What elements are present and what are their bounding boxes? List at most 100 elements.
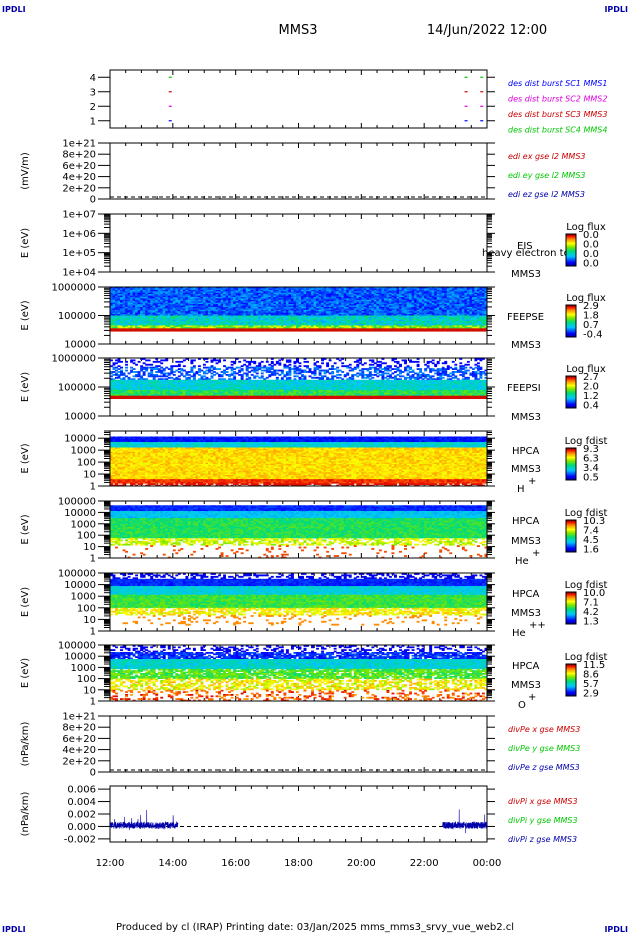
heatmap-cell (361, 322, 365, 325)
heatmap-cell (185, 314, 189, 316)
heatmap-cell (273, 324, 277, 326)
heatmap-cell (376, 288, 380, 291)
heatmap-cell (311, 319, 314, 322)
heatmap-cell (258, 308, 262, 311)
heatmap-cell (200, 312, 204, 315)
heatmap-cell (346, 315, 350, 318)
heatmap-cell (406, 328, 410, 331)
heatmap-cell (233, 322, 237, 325)
heatmap-cell (202, 321, 206, 324)
heatmap-cell (386, 302, 390, 305)
heatmap-cell (348, 292, 352, 295)
heatmap-cell (373, 289, 377, 292)
heatmap-cell (122, 322, 126, 325)
heatmap-cell (130, 326, 134, 329)
heatmap-cell (170, 306, 174, 309)
heatmap-cell (238, 296, 242, 299)
heatmap-cell (323, 322, 327, 325)
heatmap-cell (399, 298, 402, 301)
heatmap-cell (265, 324, 269, 326)
heatmap-cell (220, 291, 224, 294)
heatmap-cell (238, 292, 242, 295)
heatmap-cell (135, 315, 139, 318)
heatmap-cell (295, 289, 299, 292)
colorbar-swatch (566, 247, 576, 249)
heatmap-cell (333, 304, 337, 306)
heatmap-cell (255, 306, 259, 309)
heatmap-cell (394, 316, 397, 319)
heatmap-cell (248, 309, 252, 312)
heatmap-cell (454, 329, 458, 332)
colorbar-swatch (566, 253, 576, 255)
heatmap-cell (336, 298, 340, 301)
heatmap-cell (220, 322, 224, 325)
heatmap-cell (263, 309, 267, 312)
heatmap-cell (404, 298, 407, 301)
heatmap-cell (112, 309, 116, 312)
legend-entry: divPi y gse MMS3 (508, 816, 578, 825)
heatmap-cell (145, 322, 149, 325)
heatmap-cell (283, 329, 287, 332)
heatmap-cell (273, 321, 277, 324)
heatmap-cell (265, 314, 269, 316)
heatmap-cell (278, 325, 282, 328)
heatmap-cell (283, 321, 287, 324)
heatmap-cell (147, 328, 151, 331)
heatmap-cell (185, 292, 189, 295)
heatmap-cell (208, 329, 211, 332)
heatmap-cell (223, 295, 227, 298)
heatmap-cell (182, 312, 186, 315)
heatmap-cell (285, 328, 289, 331)
heatmap-cell (185, 287, 189, 289)
heatmap-cell (383, 324, 387, 326)
heatmap-cell (220, 328, 224, 331)
heatmap-cell (288, 311, 292, 314)
heatmap-cell (378, 291, 382, 294)
heatmap-cell (351, 304, 355, 306)
heatmap-cell (200, 302, 204, 305)
heatmap-cell (230, 295, 234, 298)
heatmap-cell (253, 288, 257, 291)
heatmap-cell (265, 326, 269, 329)
heatmap-cell (172, 289, 176, 292)
heatmap-cell (147, 304, 151, 306)
heatmap-cell (373, 308, 377, 311)
heatmap-cell (396, 329, 400, 332)
heatmap-cell (388, 287, 392, 289)
heatmap-cell (245, 318, 249, 321)
heatmap-cell (240, 291, 244, 294)
heatmap-cell (240, 309, 244, 312)
heatmap-cell (386, 298, 390, 301)
heatmap-cell (125, 301, 128, 304)
colorbar-swatch (566, 238, 576, 240)
heatmap-cell (223, 328, 227, 331)
heatmap-cell (303, 306, 307, 309)
heatmap-cell (371, 304, 375, 306)
heatmap-cell (331, 296, 335, 299)
heatmap-cell (215, 288, 219, 291)
heatmap-cell (328, 291, 332, 294)
heatmap-cell (218, 299, 221, 302)
heatmap-cell (167, 315, 171, 318)
heatmap-cell (301, 315, 304, 318)
heatmap-cell (238, 287, 242, 289)
heatmap-cell (409, 314, 412, 316)
heatmap-cell (202, 301, 206, 304)
heatmap-cell (348, 316, 352, 319)
heatmap-cell (321, 329, 325, 332)
heatmap-cell (215, 325, 219, 328)
heatmap-cell (172, 306, 176, 309)
heatmap-cell (353, 326, 357, 329)
heatmap-cell (273, 322, 277, 325)
heatmap-cell (150, 311, 154, 314)
heatmap-cell (301, 296, 304, 299)
heatmap-cell (394, 326, 397, 329)
heatmap-cell (341, 316, 345, 319)
heatmap-cell (275, 329, 279, 332)
heatmap-cell (260, 302, 264, 305)
heatmap-cell (303, 309, 307, 312)
heatmap-cell (318, 314, 322, 316)
heatmap-cell (346, 328, 350, 331)
heatmap-cell (394, 321, 397, 324)
heatmap-cell (157, 319, 161, 322)
